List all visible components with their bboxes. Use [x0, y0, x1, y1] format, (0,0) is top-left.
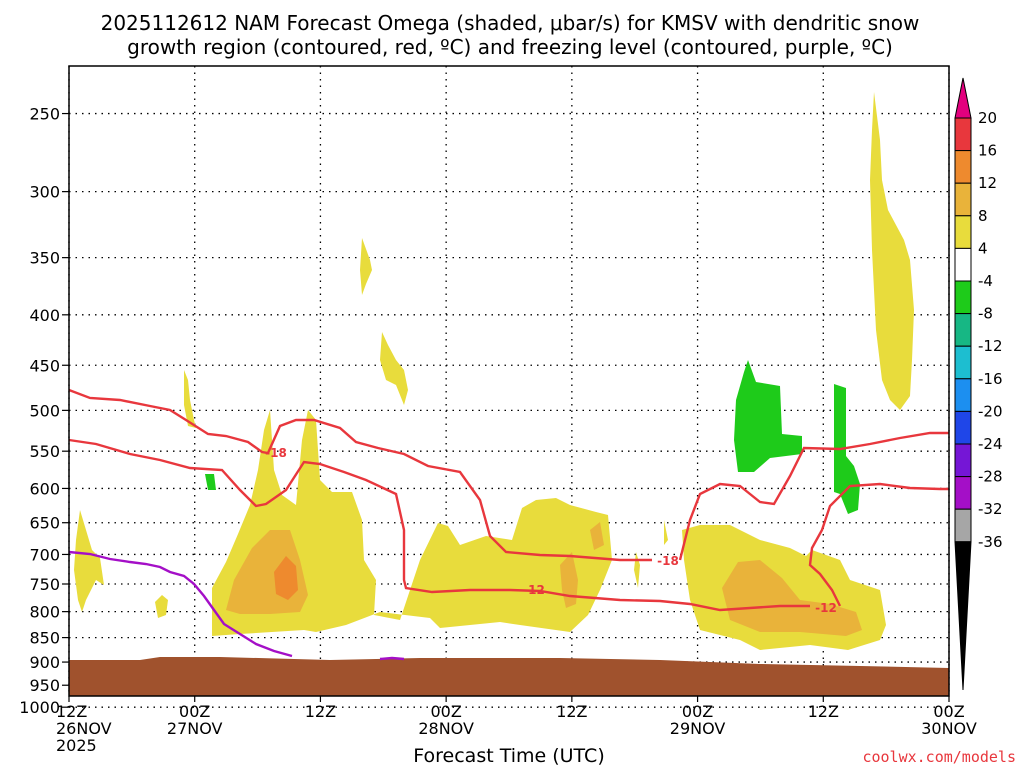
omega-negative-west	[205, 474, 216, 490]
x-tick-label-36-1: 00Z	[430, 702, 461, 721]
colorbar-segment-10	[954, 410, 972, 445]
plot-frame	[68, 65, 950, 697]
colorbar-label-8: -16	[978, 370, 1003, 388]
colorbar-bottom-triangle	[954, 541, 972, 691]
x-tick-label-0-3: 2025	[56, 736, 97, 755]
colorbar-segment-5	[954, 247, 972, 282]
omega-core-east	[722, 560, 862, 636]
x-tick-label-12-1: 00Z	[179, 702, 210, 721]
colorbar: 20 16 12 8 4 -4 -8 -12 -16 -20 -24 -28 -32 -36	[954, 77, 1003, 691]
freezing-level-line-small	[379, 656, 405, 661]
omega-region-d	[380, 332, 408, 405]
y-tick-label-500: 500	[29, 401, 60, 420]
omega-negative-east-b	[834, 384, 860, 514]
y-tick-label-450: 450	[29, 356, 60, 375]
x-tick-label-0-2: 26NOV	[56, 719, 112, 738]
colorbar-segment-1	[954, 117, 972, 152]
y-tick-label-400: 400	[29, 306, 60, 325]
chart-title-line1: 2025112612 NAM Forecast Omega (shaded, μ…	[101, 11, 920, 35]
omega-core-mid-b	[590, 522, 604, 550]
y-axis: 250 300 350 400 450 500 550 600 650 700 750 800 850 9…	[19, 105, 69, 717]
dendritic-growth-contours	[68, 388, 949, 612]
colorbar-segment-8	[954, 345, 972, 380]
colorbar-label-0: 20	[978, 109, 997, 127]
omega-region-dot-a	[155, 595, 168, 618]
y-tick-label-850: 850	[29, 629, 60, 648]
omega-negative-east-a	[734, 360, 802, 472]
contour-label-minus12-a: -12	[523, 583, 545, 597]
x-tick-label-84-2: 30NOV	[921, 719, 977, 738]
x-tick-label-72-1: 12Z	[808, 702, 839, 721]
contour-minus18-upper	[68, 388, 652, 562]
contour-minus12-lower	[808, 482, 949, 607]
x-tick-label-12-2: 27NOV	[167, 719, 223, 738]
x-tick-label-60-1: 00Z	[682, 702, 713, 721]
y-tick-label-300: 300	[29, 183, 60, 202]
omega-region-b	[184, 370, 196, 428]
y-tick-label-550: 550	[29, 442, 60, 461]
omega-shading-8-12	[226, 522, 862, 636]
contour-label-minus18-b: -18	[657, 554, 679, 568]
colorbar-label-4: 4	[978, 239, 988, 257]
colorbar-segment-4	[954, 215, 972, 249]
x-tick-label-84-1: 00Z	[933, 702, 964, 721]
x-tick-label-60-2: 29NOV	[670, 719, 726, 738]
colorbar-label-3: 8	[978, 207, 988, 225]
colorbar-label-1: 16	[978, 142, 997, 160]
colorbar-label-13: -36	[978, 533, 1003, 551]
colorbar-segment-12	[954, 476, 972, 510]
omega-shading-12-16	[274, 556, 298, 600]
y-tick-label-900: 900	[29, 653, 60, 672]
freezing-level-line-main	[68, 550, 293, 658]
contour-minus12-upper	[68, 438, 810, 612]
colorbar-segment-6	[954, 280, 972, 315]
y-tick-label-950: 950	[29, 676, 60, 695]
colorbar-label-10: -24	[978, 435, 1003, 453]
colorbar-label-2: 12	[978, 174, 997, 192]
y-tick-label-250: 250	[29, 105, 60, 124]
y-tick-label-600: 600	[29, 479, 60, 498]
x-tick-label-0-1: 12Z	[56, 702, 87, 721]
y-tick-label-750: 750	[29, 575, 60, 594]
colorbar-label-9: -20	[978, 402, 1003, 420]
colorbar-segment-7	[954, 313, 972, 347]
contour-label-minus12-b: -12	[815, 601, 837, 615]
y-tick-label-1000: 1000	[19, 698, 60, 717]
omega-region-main-west	[212, 410, 612, 636]
x-axis-title: Forecast Time (UTC)	[413, 745, 604, 767]
ground-terrain	[69, 657, 949, 696]
colorbar-segment-13	[954, 508, 972, 543]
omega-peak-west	[274, 556, 298, 600]
credit-text: coolwx.com/models	[862, 748, 1016, 766]
omega-region-west-small	[74, 510, 104, 612]
omega-region-upper-east	[870, 92, 914, 410]
colorbar-top-triangle	[954, 77, 972, 119]
y-tick-label-800: 800	[29, 603, 60, 622]
contour-minus18-lower	[678, 431, 949, 561]
omega-region-c	[360, 238, 372, 295]
y-tick-label-650: 650	[29, 514, 60, 533]
colorbar-segment-9	[954, 378, 972, 412]
colorbar-label-7: -12	[978, 337, 1003, 355]
omega-region-f	[664, 520, 668, 545]
y-tick-label-350: 350	[29, 249, 60, 268]
omega-shading-neg4-neg8	[205, 360, 860, 514]
colorbar-label-11: -28	[978, 468, 1003, 486]
freezing-level-contours	[68, 550, 405, 661]
colorbar-segment-3	[954, 182, 972, 217]
colorbar-label-5: -4	[978, 272, 993, 290]
x-tick-label-48-1: 12Z	[556, 702, 587, 721]
colorbar-segment-2	[954, 150, 972, 184]
colorbar-label-12: -32	[978, 500, 1003, 518]
colorbar-label-6: -8	[978, 305, 993, 323]
x-tick-label-36-2: 28NOV	[418, 719, 474, 738]
chart-title-line2: growth region (contoured, red, ºC) and f…	[127, 35, 893, 59]
colorbar-segment-11	[954, 443, 972, 478]
x-tick-label-24-1: 12Z	[305, 702, 336, 721]
y-tick-label-700: 700	[29, 545, 60, 564]
contour-label-minus18-a: -18	[265, 446, 287, 460]
